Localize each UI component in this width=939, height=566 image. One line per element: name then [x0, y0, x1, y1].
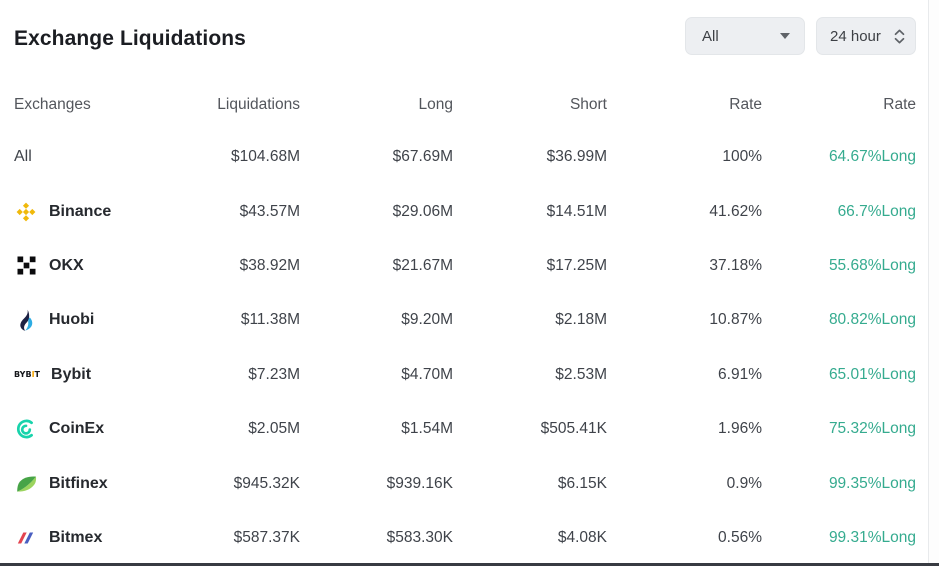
short-value: $36.99M: [546, 148, 607, 166]
column-header-exchanges: Exchanges: [14, 96, 91, 113]
long-value: $939.16K: [386, 474, 453, 492]
rate-value: 1.96%: [718, 420, 762, 438]
rate-value: 10.87%: [709, 311, 762, 329]
long-value: $583.30K: [386, 528, 453, 546]
rate-value: 0.56%: [718, 528, 762, 546]
coinex-icon: [14, 417, 38, 441]
header-controls: All 24 hour: [685, 17, 916, 55]
table-row[interactable]: OKX $38.92M $21.67M $17.25M 37.18% 55.68…: [14, 239, 916, 293]
exchange-cell: Bitmex: [14, 526, 154, 550]
long-rate-value: 99.35%Long: [828, 474, 916, 492]
exchange-cell: All: [14, 148, 154, 166]
exchange-name: Bitfinex: [49, 474, 108, 492]
panel-header: Exchange Liquidations All 24 hour: [0, 0, 928, 80]
rate-value: 41.62%: [709, 202, 762, 220]
column-header-rate: Rate: [729, 96, 762, 113]
chevron-down-icon: [780, 33, 790, 39]
long-rate-value: 55.68%Long: [828, 256, 916, 274]
short-value: $505.41K: [540, 420, 607, 438]
binance-icon: [14, 200, 38, 224]
page-title: Exchange Liquidations: [14, 27, 246, 50]
long-value: $21.67M: [392, 256, 453, 274]
table-body: All $104.68M $67.69M $36.99M 100% 64.67%…: [14, 130, 916, 565]
exchange-name: Huobi: [49, 311, 95, 329]
huobi-icon: [14, 308, 38, 332]
table-row[interactable]: CoinEx $2.05M $1.54M $505.41K 1.96% 75.3…: [14, 402, 916, 456]
exchange-name: Bitmex: [49, 528, 103, 546]
long-rate-value: 99.31%Long: [828, 528, 916, 546]
table-row[interactable]: Bitfinex $945.32K $939.16K $6.15K 0.9% 9…: [14, 456, 916, 510]
long-value: $1.54M: [401, 420, 453, 438]
exchange-name: Binance: [49, 202, 112, 220]
long-rate-value: 65.01%Long: [828, 365, 916, 383]
liquidations-value: $587.37K: [233, 528, 300, 546]
table-row[interactable]: BYBIT Bybit $7.23M $4.70M $2.53M 6.91% 6…: [14, 348, 916, 402]
table-row[interactable]: All $104.68M $67.69M $36.99M 100% 64.67%…: [14, 130, 916, 184]
okx-icon: [14, 254, 38, 278]
exchange-name: CoinEx: [49, 420, 105, 438]
long-rate-value: 80.82%Long: [828, 311, 916, 329]
long-value: $9.20M: [401, 311, 453, 329]
column-header-long: Long: [418, 96, 453, 113]
table-row[interactable]: Bitmex $587.37K $583.30K $4.08K 0.56% 99…: [14, 511, 916, 565]
liquidations-value: $38.92M: [239, 256, 300, 274]
column-header-short: Short: [569, 96, 607, 113]
exchange-name: OKX: [49, 256, 84, 274]
rate-value: 37.18%: [709, 256, 762, 274]
liquidations-value: $11.38M: [240, 311, 300, 329]
liquidations-value: $7.23M: [248, 365, 300, 383]
liquidations-value: $2.05M: [248, 420, 300, 438]
table-row[interactable]: Huobi $11.38M $9.20M $2.18M 10.87% 80.82…: [14, 293, 916, 347]
exchange-name: Bybit: [51, 365, 92, 383]
table-row[interactable]: Binance $43.57M $29.06M $14.51M 41.62% 6…: [14, 184, 916, 238]
exchange-name: All: [14, 148, 32, 166]
exchange-cell: CoinEx: [14, 417, 154, 441]
rate-value: 6.91%: [718, 365, 762, 383]
rate-value: 100%: [722, 148, 762, 166]
long-value: $29.06M: [392, 202, 453, 220]
bitmex-icon: [14, 526, 38, 550]
long-value: $67.69M: [392, 148, 453, 166]
short-value: $2.53M: [555, 365, 607, 383]
long-value: $4.70M: [401, 365, 453, 383]
time-range-value: 24 hour: [830, 27, 881, 45]
exchange-cell: BYBIT Bybit: [14, 363, 154, 387]
exchange-cell: Binance: [14, 200, 154, 224]
filter-dropdown-value: All: [702, 27, 719, 45]
liquidations-value: $104.68M: [231, 148, 300, 166]
short-value: $17.25M: [546, 256, 607, 274]
bitfinex-icon: [14, 472, 38, 496]
liquidations-value: $43.57M: [239, 202, 300, 220]
exchange-cell: Huobi: [14, 308, 154, 332]
liquidations-table: Exchanges Liquidations Long Short Rate R…: [0, 80, 928, 565]
rate-value: 0.9%: [726, 474, 762, 492]
short-value: $6.15K: [557, 474, 607, 492]
long-rate-value: 75.32%Long: [828, 420, 916, 438]
exchange-cell: Bitfinex: [14, 472, 154, 496]
long-rate-value: 66.7%Long: [837, 202, 916, 220]
time-range-dropdown[interactable]: 24 hour: [816, 17, 916, 55]
short-value: $4.08K: [557, 528, 607, 546]
exchange-cell: OKX: [14, 254, 154, 278]
short-value: $14.51M: [546, 202, 607, 220]
short-value: $2.18M: [555, 311, 607, 329]
next-section-edge: [0, 563, 939, 566]
column-header-liquidations: Liquidations: [217, 96, 300, 113]
filter-dropdown[interactable]: All: [685, 17, 805, 55]
table-header-row: Exchanges Liquidations Long Short Rate R…: [14, 80, 916, 130]
up-down-chevrons-icon: [894, 29, 905, 44]
bybit-icon: BYBIT: [14, 370, 41, 380]
column-header-long-rate: Rate: [883, 96, 916, 113]
long-rate-value: 64.67%Long: [828, 148, 916, 166]
liquidations-value: $945.32K: [233, 474, 300, 492]
